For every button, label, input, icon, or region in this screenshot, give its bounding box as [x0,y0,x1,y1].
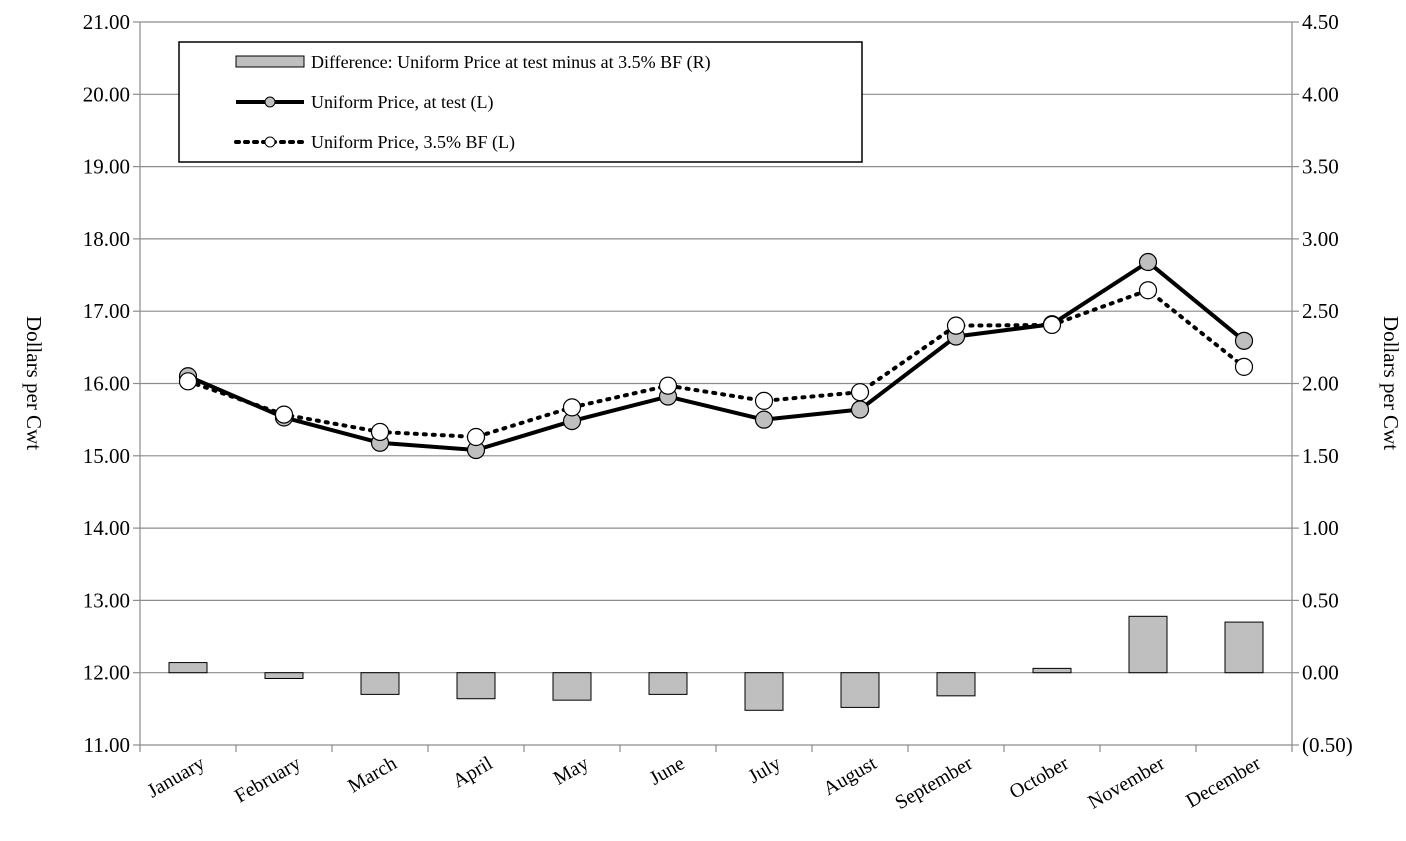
category-label: January [144,752,209,802]
data-point [466,427,486,447]
right-tick-label: 0.00 [1302,661,1339,685]
bar [456,672,496,700]
category-label: August [819,752,880,800]
data-point [850,400,870,419]
data-point [658,376,678,395]
data-point [1042,315,1062,335]
category-label: July [745,752,785,788]
category-label: June [646,752,689,789]
legend-bar-swatch [235,55,305,68]
left-tick-label: 16.00 [83,372,130,396]
bar [552,672,592,701]
bar [936,672,976,697]
bar [744,672,784,711]
data-point [178,372,198,391]
left-axis-title: Dollars per Cwt [22,316,46,450]
left-tick-label: 13.00 [83,588,130,612]
bar [840,672,880,708]
data-point [1234,331,1254,350]
legend-label-difference: Difference: Uniform Price at test minus … [311,52,711,73]
right-tick-label: 4.50 [1302,10,1339,34]
left-tick-label: 11.00 [84,733,130,757]
bar [1224,621,1264,674]
category-label: March [344,752,400,797]
category-label: May [550,752,593,789]
data-point [754,410,774,429]
right-tick-label: 3.50 [1302,155,1339,179]
category-label: October [1006,752,1073,803]
category-labels: January February March April May June July Augu… [144,752,1265,814]
legend-solid-marker [264,96,276,108]
category-label: April [449,752,497,792]
legend: Difference: Uniform Price at test minus … [178,41,863,163]
right-tick-label: 0.50 [1302,588,1339,612]
bar [168,662,208,674]
bar [264,672,304,679]
data-point [562,398,582,417]
data-point [1138,281,1158,300]
right-axis-title: Dollars per Cwt [1379,316,1403,450]
category-label: November [1084,752,1168,813]
left-tick-label: 21.00 [83,10,130,34]
category-label: February [231,752,305,807]
left-tick-label: 14.00 [83,516,130,540]
right-tick-label: 3.00 [1302,227,1339,251]
left-tick-label: 20.00 [83,82,130,106]
left-tick-label: 18.00 [83,227,130,251]
data-point [274,405,294,424]
legend-label-at-test: Uniform Price, at test (L) [311,92,493,113]
tick-labels: 11.00 (0.50) 12.00 0.00 13.00 0.50 14.00 1.00 15… [83,10,1353,757]
bar [1128,615,1168,674]
category-label: December [1182,752,1264,812]
bar [360,672,400,695]
data-point [1138,252,1158,272]
right-tick-label: (0.50) [1302,733,1353,757]
line-series [178,252,1254,460]
category-label: September [891,752,976,814]
left-tick-label: 12.00 [83,661,130,685]
right-tick-label: 1.50 [1302,444,1339,468]
left-tick-label: 17.00 [83,299,130,323]
data-point [754,391,774,410]
series-line [187,260,1246,453]
right-tick-label: 1.00 [1302,516,1339,540]
left-tick-label: 15.00 [83,444,130,468]
legend-dotted-marker [264,136,276,148]
data-point [370,422,390,442]
right-tick-label: 4.00 [1302,82,1339,106]
left-tick-label: 19.00 [83,155,130,179]
bar [1032,667,1072,674]
right-tick-label: 2.00 [1302,372,1339,396]
bar [648,672,688,695]
bar-series [168,615,1264,711]
data-point [946,316,966,335]
right-tick-label: 2.50 [1302,299,1339,323]
series-line [186,288,1246,440]
data-point [1234,357,1254,376]
data-point [850,383,870,402]
axes [133,21,1299,752]
legend-label-bf: Uniform Price, 3.5% BF (L) [311,132,515,153]
